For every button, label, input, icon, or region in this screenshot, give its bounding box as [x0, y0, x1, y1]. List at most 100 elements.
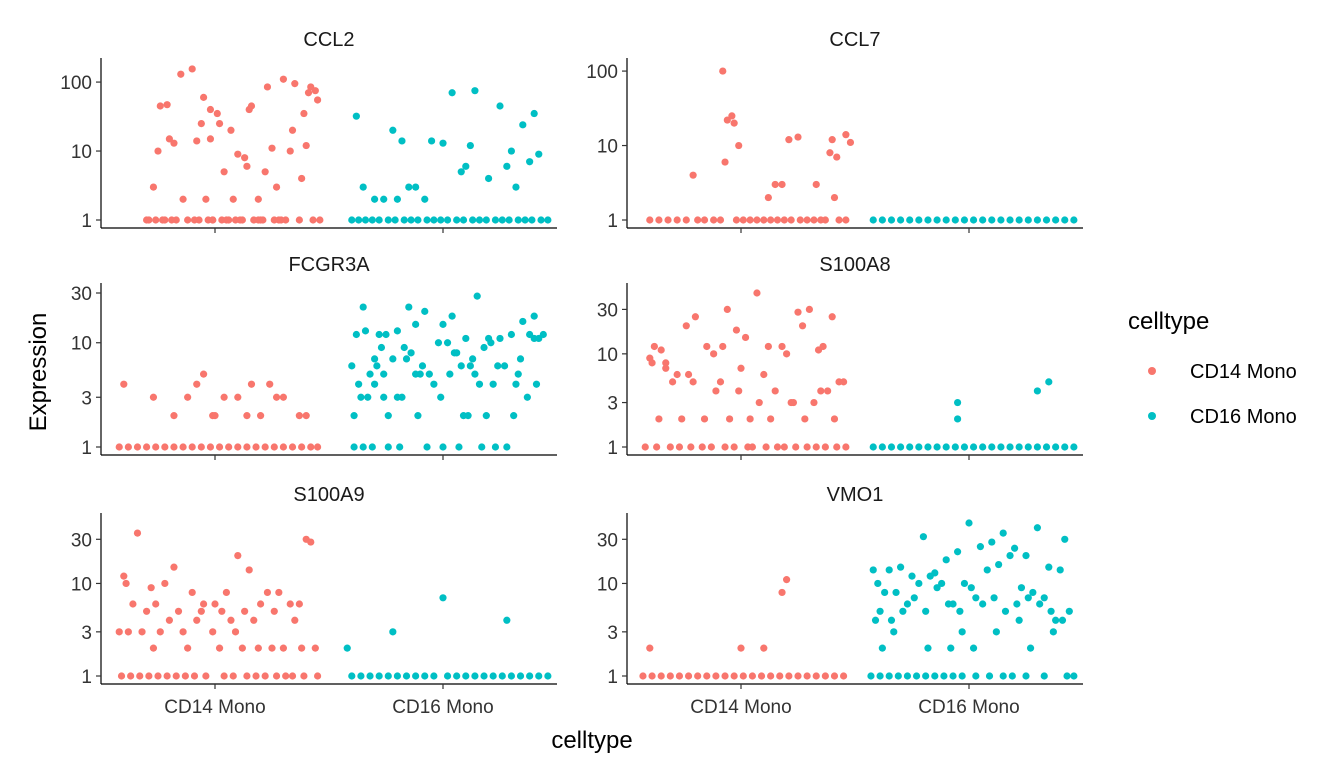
- point-vmo1-cd16-mono: [944, 600, 953, 608]
- point-s100a8-cd14-mono: [700, 415, 709, 423]
- point-ccl2-cd16-mono: [355, 216, 363, 224]
- point-s100a9-cd14-mono: [257, 600, 265, 608]
- point-s100a8-cd14-mono: [760, 370, 768, 379]
- point-s100a8-cd14-mono: [792, 443, 800, 451]
- point-s100a9-cd14-mono: [179, 628, 187, 636]
- point-ccl2-cd14-mono: [222, 216, 230, 224]
- point-ccl2-cd16-mono: [400, 216, 408, 224]
- point-fcgr3a-cd16-mono: [350, 443, 358, 451]
- point-ccl7-cd14-mono: [694, 216, 702, 224]
- point-vmo1-cd16-mono: [926, 572, 934, 580]
- point-vmo1-cd16-mono: [983, 566, 991, 574]
- point-s100a9-cd14-mono: [270, 607, 278, 615]
- point-ccl2-cd16-mono: [453, 216, 461, 224]
- point-ccl2-cd16-mono: [482, 216, 490, 224]
- point-fcgr3a-cd16-mono: [350, 412, 358, 420]
- point-fcgr3a-cd14-mono: [143, 443, 151, 451]
- point-vmo1-cd16-mono: [1056, 566, 1064, 574]
- point-s100a9-cd14-mono: [133, 529, 142, 537]
- point-vmo1-cd16-mono: [1029, 588, 1037, 597]
- point-fcgr3a-cd16-mono: [437, 393, 445, 401]
- point-fcgr3a-cd16-mono: [359, 443, 367, 451]
- y-tick-label-vmo1: 30: [597, 530, 618, 551]
- point-ccl2-cd14-mono: [254, 195, 262, 203]
- point-s100a9-cd16-mono: [498, 672, 506, 680]
- point-s100a8-cd14-mono: [735, 387, 743, 395]
- y-tick-label-vmo1: 10: [597, 574, 618, 595]
- point-vmo1-cd16-mono: [878, 644, 886, 652]
- y-tick-label-fcgr3a: 1: [81, 438, 92, 459]
- point-vmo1-cd16-mono: [1045, 563, 1053, 571]
- point-ccl7-cd16-mono: [924, 216, 932, 224]
- point-vmo1-cd16-mono: [1070, 672, 1078, 680]
- point-s100a9-cd16-mono: [443, 672, 452, 680]
- point-s100a8-cd14-mono: [691, 313, 700, 321]
- point-s100a9-cd14-mono: [272, 672, 281, 680]
- y-tick-label-ccl7: 100: [586, 62, 618, 83]
- legend-label-cd16-mono: CD16 Mono: [1190, 406, 1297, 428]
- point-vmo1-cd16-mono: [1049, 628, 1057, 636]
- point-fcgr3a-cd16-mono: [496, 334, 504, 343]
- point-s100a8-cd16-mono: [954, 398, 962, 407]
- point-fcgr3a-cd16-mono: [512, 380, 520, 388]
- point-fcgr3a-cd16-mono: [405, 303, 413, 311]
- point-vmo1-cd16-mono: [1052, 616, 1060, 624]
- point-s100a9-cd14-mono: [200, 600, 208, 608]
- point-vmo1-cd16-mono: [890, 628, 898, 636]
- point-s100a9-cd14-mono: [268, 644, 276, 652]
- point-s100a8-cd16-mono: [887, 443, 896, 451]
- point-vmo1-cd16-mono: [1015, 616, 1023, 624]
- point-ccl7-cd14-mono: [723, 116, 731, 124]
- point-ccl7-cd14-mono: [721, 158, 729, 166]
- point-ccl7-cd16-mono: [1033, 216, 1041, 224]
- point-vmo1-cd14-mono: [648, 672, 656, 680]
- point-ccl2-cd14-mono: [220, 168, 228, 176]
- point-fcgr3a-cd16-mono: [348, 362, 356, 370]
- point-fcgr3a-cd16-mono: [380, 393, 388, 401]
- point-s100a8-cd14-mono: [817, 387, 825, 395]
- point-s100a9-cd14-mono: [145, 672, 153, 680]
- point-s100a9-cd14-mono: [202, 672, 210, 680]
- point-ccl7-cd14-mono: [655, 216, 663, 224]
- point-s100a8-cd14-mono: [794, 308, 802, 316]
- point-vmo1-cd16-mono: [999, 529, 1007, 537]
- point-s100a9-cd14-mono: [243, 672, 251, 680]
- point-s100a8-cd14-mono: [821, 443, 829, 451]
- point-s100a9-cd14-mono: [229, 672, 237, 680]
- point-vmo1-cd14-mono: [748, 672, 757, 680]
- point-s100a8-cd16-mono: [1070, 443, 1078, 451]
- point-fcgr3a-cd14-mono: [279, 393, 287, 401]
- point-s100a8-cd14-mono: [719, 342, 727, 351]
- point-ccl7-cd16-mono: [869, 216, 877, 224]
- point-ccl7-cd14-mono: [787, 216, 795, 224]
- point-vmo1-cd14-mono: [721, 672, 729, 680]
- point-fcgr3a-cd14-mono: [243, 412, 251, 420]
- point-vmo1-cd16-mono: [876, 607, 884, 615]
- point-ccl2-cd16-mono: [348, 216, 356, 224]
- point-s100a8-cd16-mono: [915, 443, 923, 451]
- point-s100a8-cd14-mono: [842, 443, 850, 451]
- point-vmo1-cd16-mono: [903, 600, 912, 608]
- point-s100a8-cd14-mono: [726, 415, 734, 423]
- point-fcgr3a-cd16-mono: [357, 393, 365, 401]
- point-ccl2-cd16-mono: [462, 162, 470, 170]
- point-fcgr3a-cd14-mono: [295, 412, 303, 420]
- point-ccl2-cd14-mono: [263, 83, 272, 91]
- point-s100a8-cd14-mono: [675, 443, 684, 451]
- point-vmo1-cd16-mono: [887, 616, 896, 624]
- point-vmo1-cd16-mono: [897, 563, 905, 571]
- point-ccl2-cd16-mono: [519, 121, 527, 129]
- point-s100a9-cd14-mono: [174, 607, 183, 615]
- point-ccl2-cd16-mono: [457, 168, 465, 176]
- point-s100a8-cd14-mono: [716, 378, 725, 386]
- x-axis-title: celltype: [551, 727, 632, 754]
- point-fcgr3a-cd14-mono: [188, 443, 196, 451]
- y-tick-label-s100a9: 10: [71, 574, 92, 595]
- point-ccl7-cd16-mono: [1052, 216, 1060, 224]
- point-s100a9-cd14-mono: [311, 644, 319, 652]
- point-vmo1-cd16-mono: [972, 672, 980, 680]
- point-fcgr3a-cd14-mono: [161, 443, 169, 451]
- point-fcgr3a-cd14-mono: [179, 443, 187, 451]
- y-axis-title: Expression: [25, 313, 52, 432]
- point-vmo1-cd16-mono: [933, 584, 941, 592]
